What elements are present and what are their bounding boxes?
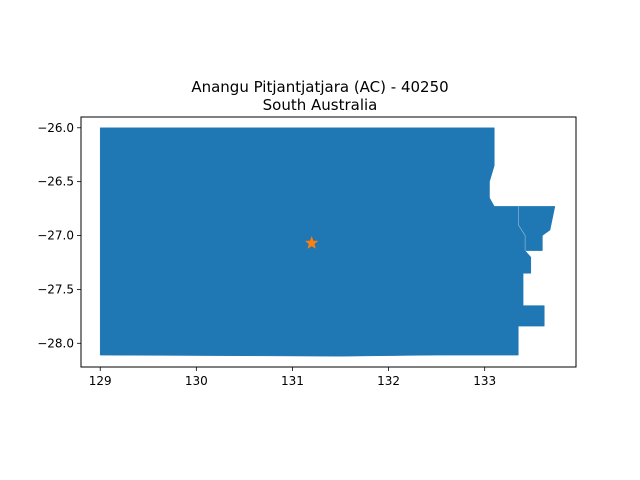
map-title-line-1: Anangu Pitjantjatjara (AC) - 40250 [191, 78, 449, 96]
location-star-marker [305, 236, 319, 249]
axes-frame [80, 116, 577, 368]
y-tick-label: −26.0 [37, 121, 74, 135]
x-tick-label: 132 [377, 374, 400, 388]
region-layer [99, 127, 556, 357]
region-polygon-1 [99, 127, 545, 357]
y-tick-label: −27.5 [37, 282, 74, 296]
x-tick-label: 129 [89, 374, 112, 388]
marker-layer [305, 236, 319, 249]
map-title-line-2: South Australia [262, 96, 378, 114]
x-axis: 129 130 131 132 133 [89, 367, 496, 388]
y-tick-label: −26.5 [37, 175, 74, 189]
y-axis: −26.0 −26.5 −27.0 −27.5 −28.0 [37, 121, 81, 350]
x-tick-label: 133 [473, 374, 496, 388]
x-tick-label: 131 [281, 374, 304, 388]
y-tick-label: −28.0 [37, 336, 74, 350]
y-tick-label: −27.0 [37, 229, 74, 243]
region-boundary-line [517, 206, 526, 251]
x-tick-label: 130 [185, 374, 208, 388]
